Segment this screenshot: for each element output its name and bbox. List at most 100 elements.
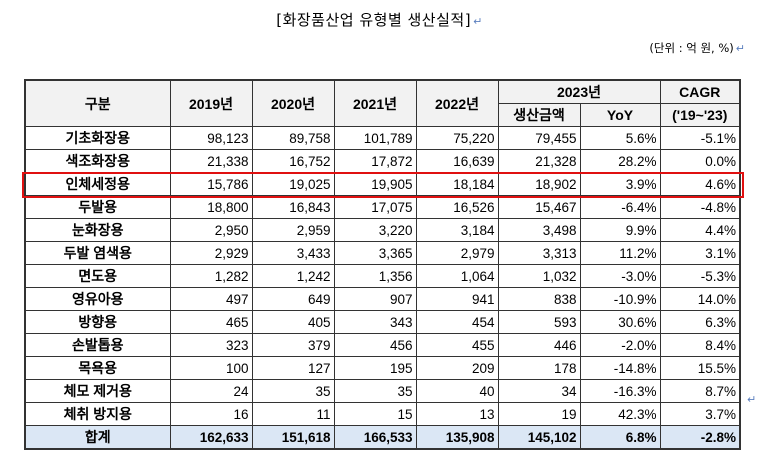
unit-note: (단위 : 억 원, %) ↵ <box>649 40 745 56</box>
header-cagr: CAGR <box>659 79 741 104</box>
row-label: 목욕용 <box>24 356 171 380</box>
production-table: 구분 2019년 2020년 2021년 2022년 2023년 CAGR 생산… <box>24 79 741 450</box>
cell-value: 21,328 <box>497 149 581 173</box>
cell-value: 89,758 <box>251 126 335 150</box>
paragraph-mark-icon: ↵ <box>473 15 483 28</box>
cell-value: 6.3% <box>659 310 741 334</box>
row-label: 기초화장용 <box>24 126 171 150</box>
cell-value: 454 <box>415 310 499 334</box>
cell-value: 1,356 <box>333 264 417 288</box>
cell-value: -14.8% <box>579 356 661 380</box>
cell-value: 42.3% <box>579 402 661 426</box>
cell-value: 465 <box>169 310 253 334</box>
cell-value: 8.4% <box>659 333 741 357</box>
cell-value: 98,123 <box>169 126 253 150</box>
cell-value: 35 <box>251 379 335 403</box>
cell-value: 323 <box>169 333 253 357</box>
table-row: 색조화장용 21,338 16,752 17,872 16,639 21,328 28.2%… <box>24 149 741 173</box>
cell-value: -16.3% <box>579 379 661 403</box>
header-yoy: YoY <box>579 103 661 127</box>
cell-value: 18,184 <box>415 172 499 196</box>
header-2022: 2022년 <box>415 79 499 127</box>
header-2020: 2020년 <box>251 79 335 127</box>
cell-value: 17,872 <box>333 149 417 173</box>
cell-value: 40 <box>415 379 499 403</box>
cell-value: 405 <box>251 310 335 334</box>
header-2021: 2021년 <box>333 79 417 127</box>
cell-value: 1,242 <box>251 264 335 288</box>
cell-value: 456 <box>333 333 417 357</box>
cell-value: 3,365 <box>333 241 417 265</box>
cell-value: 162,633 <box>169 425 253 450</box>
table-row: 면도용 1,282 1,242 1,356 1,064 1,032 -3.0% -5.3% <box>24 264 741 288</box>
cell-value: 3,220 <box>333 218 417 242</box>
cell-value: 19,905 <box>333 172 417 196</box>
cell-value: -10.9% <box>579 287 661 311</box>
cell-value: 178 <box>497 356 581 380</box>
document-title: [화장품산업 유형별 생산실적] ↵ <box>0 9 759 30</box>
cell-value: 209 <box>415 356 499 380</box>
cell-value: 75,220 <box>415 126 499 150</box>
cell-value: 101,789 <box>333 126 417 150</box>
header-2023: 2023년 <box>497 79 661 104</box>
row-label: 체모 제거용 <box>24 379 171 403</box>
cell-value: 19 <box>497 402 581 426</box>
cell-value: 4.6% <box>659 172 741 196</box>
cell-value: 3,313 <box>497 241 581 265</box>
cell-value: 15.5% <box>659 356 741 380</box>
row-label: 합계 <box>24 425 171 450</box>
title-text: [화장품산업 유형별 생산실적] <box>276 11 472 29</box>
header-category: 구분 <box>24 79 171 127</box>
cell-value: -5.3% <box>659 264 741 288</box>
cell-value: 1,282 <box>169 264 253 288</box>
cell-value: 11.2% <box>579 241 661 265</box>
row-label: 체취 방지용 <box>24 402 171 426</box>
cell-value: 21,338 <box>169 149 253 173</box>
cell-value: 649 <box>251 287 335 311</box>
paragraph-mark-icon: ↵ <box>747 393 757 406</box>
table-row: 영유아용 497 649 907 941 838 -10.9% 14.0% <box>24 287 741 311</box>
cell-value: 3,184 <box>415 218 499 242</box>
cell-value: 100 <box>169 356 253 380</box>
table-row: 방향용 465 405 343 454 593 30.6% 6.3% <box>24 310 741 334</box>
table-row: 목욕용 100 127 195 209 178 -14.8% 15.5% <box>24 356 741 380</box>
table-row: 기초화장용 98,123 89,758 101,789 75,220 79,455 5.6%… <box>24 126 741 150</box>
cell-value: 3.1% <box>659 241 741 265</box>
cell-value: 17,075 <box>333 195 417 219</box>
row-label: 두발용 <box>24 195 171 219</box>
row-label: 색조화장용 <box>24 149 171 173</box>
cell-value: -2.0% <box>579 333 661 357</box>
cell-value: 35 <box>333 379 417 403</box>
cell-value: 3.9% <box>579 172 661 196</box>
cell-value: 2,979 <box>415 241 499 265</box>
cell-value: 24 <box>169 379 253 403</box>
cell-value: 907 <box>333 287 417 311</box>
cell-value: 593 <box>497 310 581 334</box>
cell-value: 16,639 <box>415 149 499 173</box>
cell-value: 941 <box>415 287 499 311</box>
cell-value: 455 <box>415 333 499 357</box>
table-row: 인체세정용 15,786 19,025 19,905 18,184 18,902 3.9% 4… <box>24 172 741 196</box>
cell-value: 3,498 <box>497 218 581 242</box>
cell-value: 2,929 <box>169 241 253 265</box>
cell-value: 16,526 <box>415 195 499 219</box>
cell-value: 151,618 <box>251 425 335 450</box>
cell-value: 28.2% <box>579 149 661 173</box>
cell-value: 446 <box>497 333 581 357</box>
cell-value: 0.0% <box>659 149 741 173</box>
row-label: 손발톱용 <box>24 333 171 357</box>
cell-value: 34 <box>497 379 581 403</box>
cell-value: 16,752 <box>251 149 335 173</box>
cell-value: 15,467 <box>497 195 581 219</box>
cell-value: 6.8% <box>579 425 661 450</box>
cell-value: 79,455 <box>497 126 581 150</box>
cell-value: 14.0% <box>659 287 741 311</box>
cell-value: 497 <box>169 287 253 311</box>
header-cagr-period: ('19~'23) <box>659 103 741 127</box>
table-row: 눈화장용 2,950 2,959 3,220 3,184 3,498 9.9% 4.4% <box>24 218 741 242</box>
cell-value: 2,959 <box>251 218 335 242</box>
total-row: 합계 162,633 151,618 166,533 135,908 145,102 6.8… <box>24 425 741 450</box>
cell-value: -6.4% <box>579 195 661 219</box>
cell-value: 18,902 <box>497 172 581 196</box>
cell-value: -4.8% <box>659 195 741 219</box>
